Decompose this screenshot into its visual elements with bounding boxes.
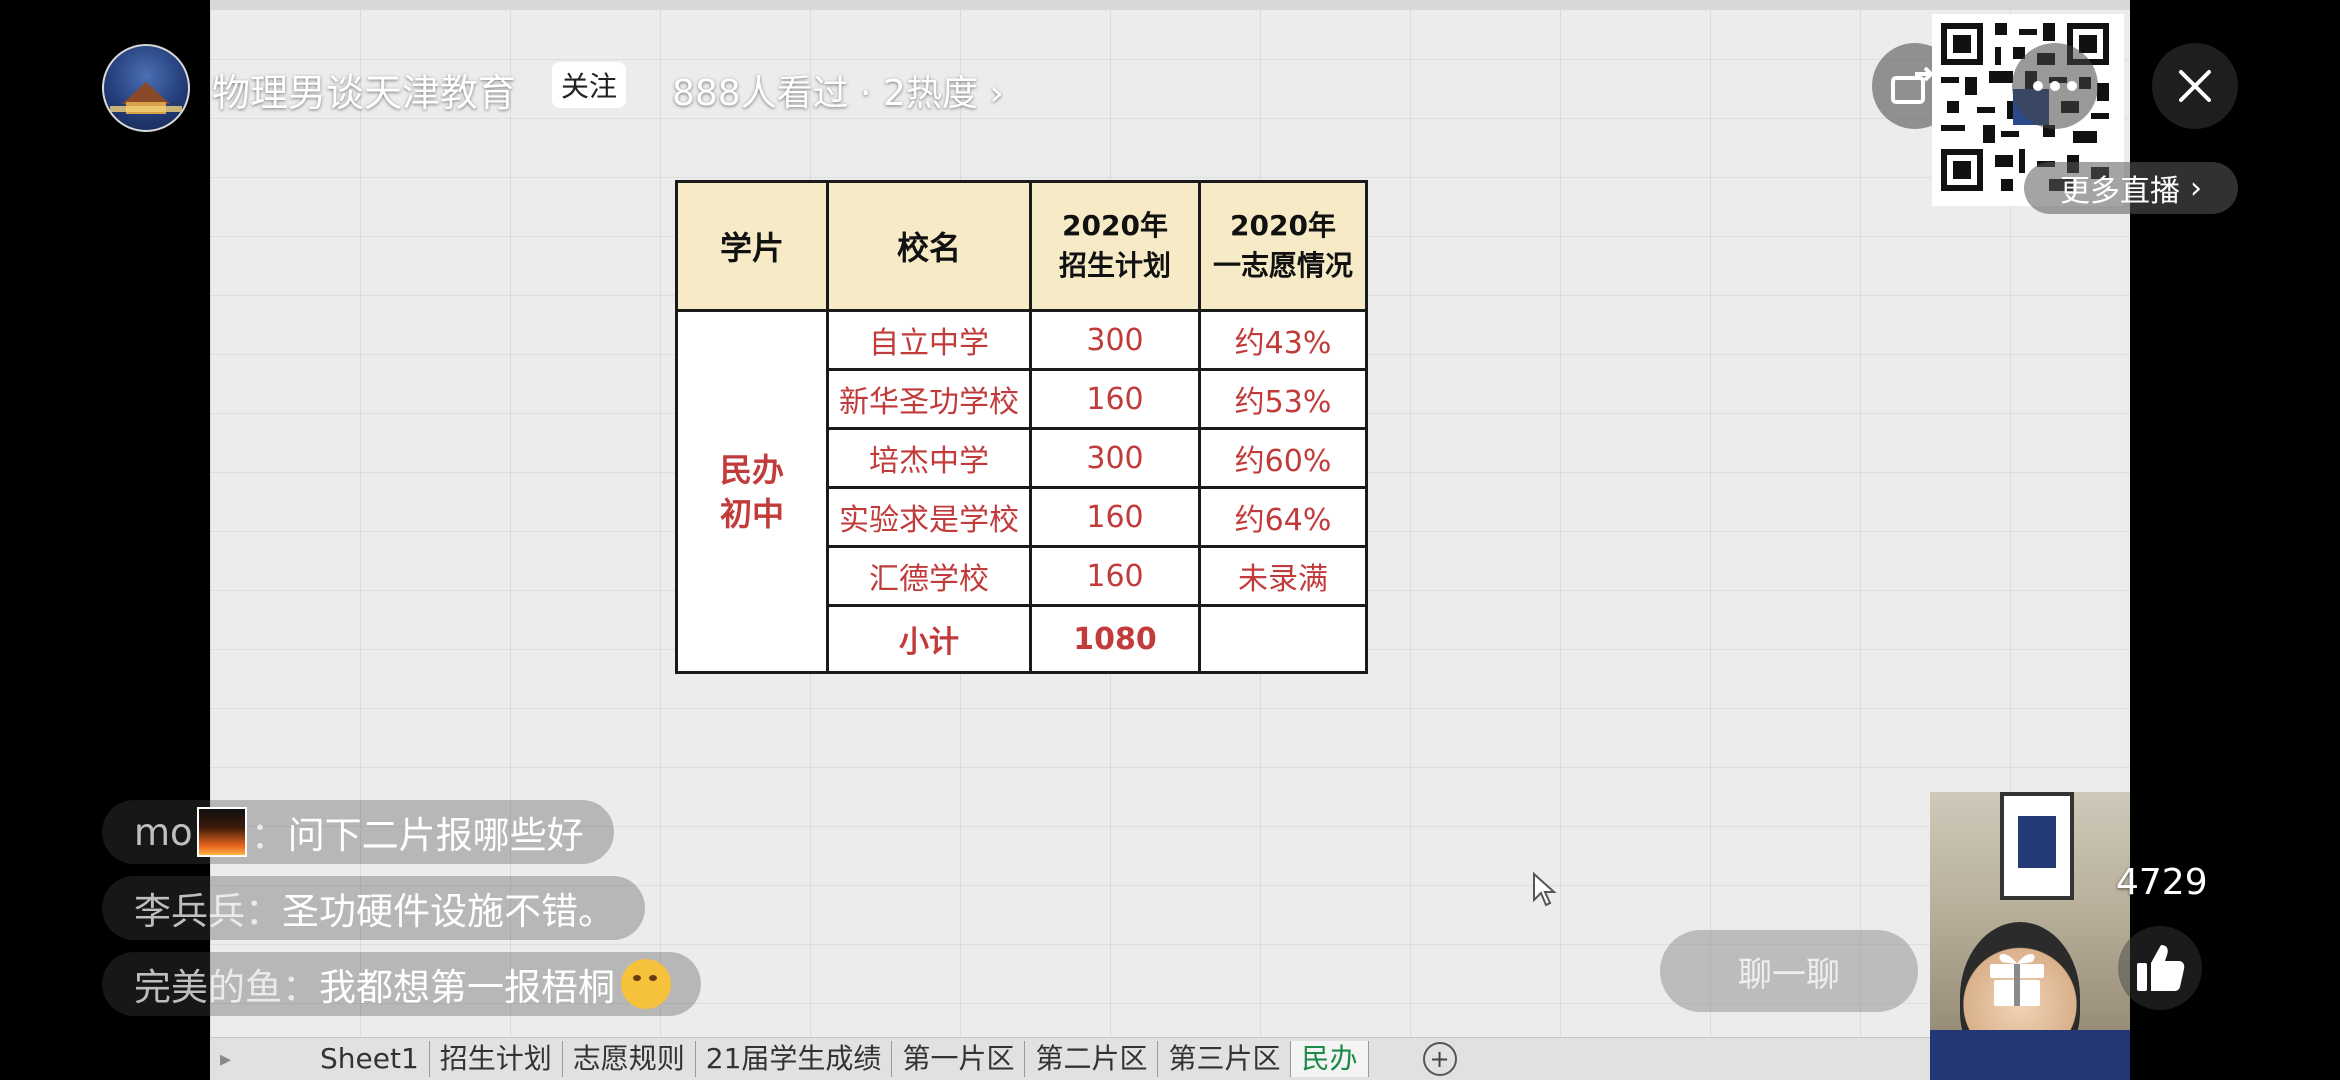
sheet-tab[interactable]: 第三片区 (1158, 1041, 1292, 1077)
table-row: 新华圣功学校 160 约53% (677, 368, 1368, 430)
first-choice-cell: 约53% (1198, 368, 1368, 430)
chat-user[interactable]: 李兵兵 (134, 890, 245, 933)
chat-sep: ： (282, 966, 319, 1009)
first-choice-cell: 约60% (1198, 427, 1368, 489)
follow-button[interactable]: 关注 (552, 62, 626, 108)
spreadsheet-stream: 学片 校名 2020年 招生计划 2020年 一志愿情况 民办 初中 自立中学 … (210, 0, 2130, 1080)
region-cell: 民办 初中 (675, 309, 829, 674)
first-choice-cell: 未录满 (1198, 545, 1368, 607)
more-live-button[interactable]: 更多直播 › (2024, 162, 2238, 214)
chat-text: 我都想第一报梧桐 (319, 966, 615, 1009)
region-line1: 民办 (719, 450, 784, 489)
subtotal-plan: 1080 (1029, 604, 1201, 674)
header-school: 校名 (826, 180, 1032, 312)
sheet-tab[interactable]: 21届学生成绩 (696, 1041, 893, 1077)
gift-button[interactable] (1982, 940, 2052, 1010)
chevron-right-icon: › (2190, 170, 2202, 206)
school-cell: 汇德学校 (826, 545, 1032, 607)
chat-sep: ： (250, 814, 288, 857)
header-plan: 2020年 招生计划 (1029, 180, 1201, 312)
header-plan-year: 2020年 (1062, 209, 1168, 242)
host-avatar[interactable] (102, 44, 190, 132)
table-header-row: 学片 校名 2020年 招生计划 2020年 一志愿情况 (675, 180, 1368, 312)
plan-cell: 300 (1029, 427, 1201, 489)
tab-scroll-icon[interactable]: ▸ (220, 1046, 232, 1072)
sheet-tab[interactable]: 第二片区 (1025, 1041, 1159, 1077)
subtotal-label: 小计 (826, 604, 1032, 674)
header-first-label: 一志愿情况 (1212, 249, 1353, 282)
thinking-emoji-icon (621, 959, 671, 1009)
close-icon (2179, 70, 2211, 102)
school-cell: 自立中学 (826, 309, 1032, 371)
avatar-roof (122, 82, 170, 104)
more-options-button[interactable] (2012, 43, 2098, 129)
header-region: 学片 (675, 180, 829, 312)
host-name[interactable]: 物理男谈天津教育 (212, 71, 517, 115)
host-camera-feed[interactable] (1930, 792, 2130, 1080)
chat-input[interactable]: 聊一聊 (1660, 930, 1918, 1012)
plan-cell: 300 (1029, 309, 1201, 371)
more-live-label: 更多直播 (2060, 174, 2180, 209)
viewer-count[interactable]: 888人看过 · 2热度 › (672, 73, 1004, 114)
chat-message: 李兵兵 ： 圣功硬件设施不错。 (102, 876, 645, 940)
like-button[interactable] (2118, 926, 2202, 1010)
sheet-tab[interactable]: Sheet1 (310, 1041, 430, 1077)
plan-cell: 160 (1029, 368, 1201, 430)
close-button[interactable] (2152, 43, 2238, 129)
sheet-tab-active[interactable]: 民办 (1291, 1041, 1369, 1077)
wall-frame (2000, 792, 2074, 900)
region-line2: 初中 (719, 494, 784, 533)
host-shirt (1930, 1030, 2130, 1080)
plan-cell: 160 (1029, 486, 1201, 548)
header-first-choice: 2020年 一志愿情况 (1198, 180, 1368, 312)
sheet-tab[interactable]: 志愿规则 (563, 1041, 696, 1077)
school-cell: 新华圣功学校 (826, 368, 1032, 430)
chat-message: mo ： 问下二片报哪些好 (102, 800, 614, 864)
school-cell: 培杰中学 (826, 427, 1032, 489)
mouse-cursor-icon (1533, 872, 1557, 907)
thumbs-up-icon (2137, 945, 2185, 991)
chat-user[interactable]: mo (134, 810, 193, 854)
table-row: 民办 初中 自立中学 300 约43% (675, 309, 1368, 674)
gift-icon (1990, 953, 2044, 1006)
chat-message: 完美的鱼 ： 我都想第一报梧桐 (102, 952, 701, 1016)
plan-cell: 160 (1029, 545, 1201, 607)
school-cell: 实验求是学校 (826, 486, 1032, 548)
chat-text: 圣功硬件设施不错。 (282, 890, 615, 933)
more-dots-icon (2033, 81, 2077, 91)
chat-user[interactable]: 完美的鱼 (134, 966, 282, 1009)
sheet-tab-bar: ▸ Sheet1 招生计划 志愿规则 21届学生成绩 第一片区 第二片区 第三片… (210, 1037, 2130, 1080)
sheet-top-ruler (210, 0, 2130, 10)
share-icon (1891, 66, 1934, 104)
subtotal-row: 小计 1080 (677, 604, 1368, 674)
table-row: 汇德学校 160 未录满 (677, 545, 1368, 607)
enrollment-table: 学片 校名 2020年 招生计划 2020年 一志愿情况 民办 初中 自立中学 … (675, 180, 1368, 674)
sheet-tab[interactable]: 第一片区 (892, 1041, 1026, 1077)
first-choice-cell: 约43% (1198, 309, 1368, 371)
user-badge-image (196, 807, 247, 857)
header-first-year: 2020年 (1230, 209, 1336, 242)
chat-sep: ： (245, 890, 282, 933)
chat-text: 问下二片报哪些好 (287, 814, 584, 857)
subtotal-first (1198, 604, 1368, 674)
table-row: 培杰中学 300 约60% (677, 427, 1368, 489)
header-plan-label: 招生计划 (1058, 249, 1171, 282)
table-row: 实验求是学校 160 约64% (677, 486, 1368, 548)
like-count: 4729 (2116, 862, 2208, 903)
sheet-tab[interactable]: 招生计划 (430, 1041, 563, 1077)
first-choice-cell: 约64% (1198, 486, 1368, 548)
avatar-banner (110, 106, 182, 112)
add-sheet-icon[interactable]: + (1422, 1042, 1457, 1076)
